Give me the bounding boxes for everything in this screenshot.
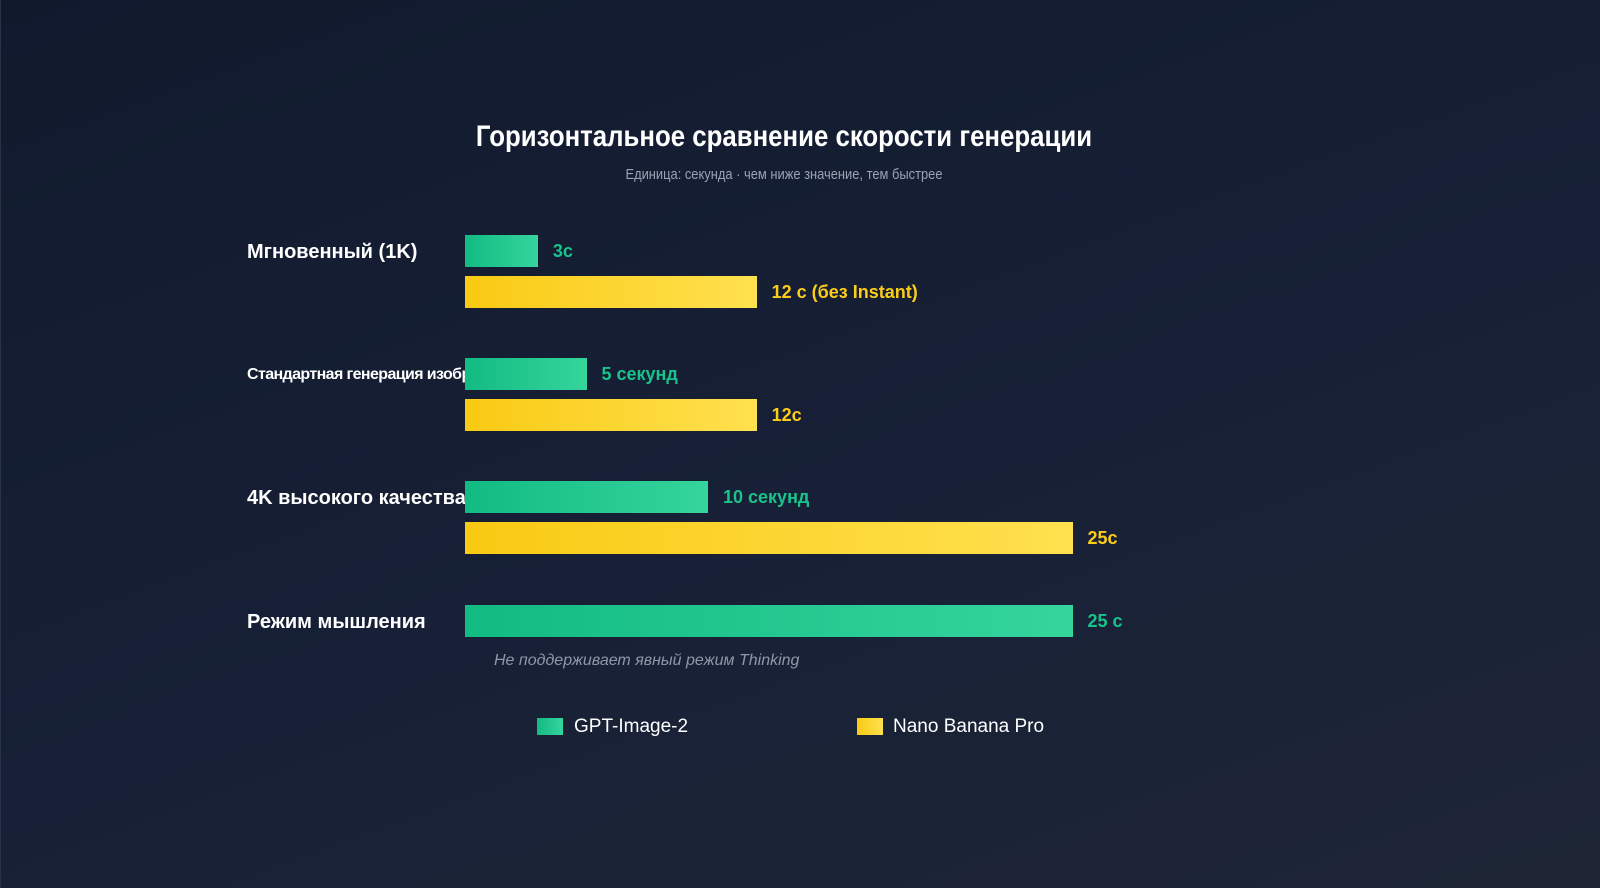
bar-nano xyxy=(465,522,1073,554)
data-label-nano: 12с xyxy=(771,405,802,425)
category-label: Мгновенный (1K) xyxy=(247,241,418,263)
bar-gpt xyxy=(465,235,538,267)
data-label-gpt: 5 секунд xyxy=(601,364,678,384)
bar-gpt xyxy=(465,605,1073,637)
bar-gpt xyxy=(465,358,587,390)
legend-label-nano: Nano Banana Pro xyxy=(893,716,1045,737)
bar-nano xyxy=(465,276,757,308)
chart-subtitle: Единица: секунда · чем ниже значение, те… xyxy=(625,166,943,183)
bar-nano xyxy=(465,399,757,431)
category-label: Режим мышления xyxy=(247,611,426,633)
data-label-gpt: 10 секунд xyxy=(723,487,810,507)
chart-title: Горизонтальное сравнение скорости генера… xyxy=(475,120,1093,153)
category-label: Стандартная генерация изображений xyxy=(247,366,465,383)
annotation-note: Не поддерживает явный режим Thinking xyxy=(494,652,800,669)
data-label-nano: 25с xyxy=(1087,528,1118,548)
legend-label-gpt: GPT-Image-2 xyxy=(574,716,689,737)
data-label-nano: 12 с (без Instant) xyxy=(771,282,918,302)
data-label-gpt: 25 с xyxy=(1087,611,1123,631)
category-label: 4K высокого качества xyxy=(247,487,465,509)
legend-swatch-nano xyxy=(857,718,883,735)
bar-gpt xyxy=(465,481,708,513)
data-label-gpt: 3с xyxy=(552,241,573,261)
legend-swatch-gpt xyxy=(537,718,563,735)
